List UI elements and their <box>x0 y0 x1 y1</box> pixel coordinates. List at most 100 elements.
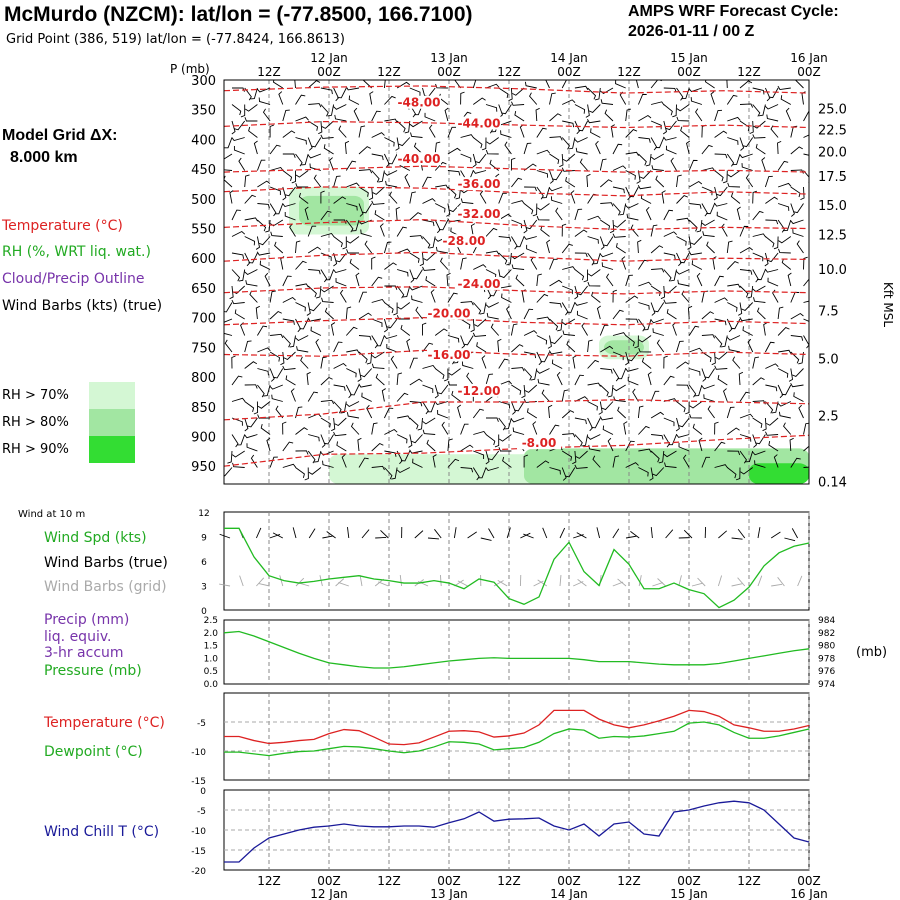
wind-barb <box>777 219 785 233</box>
wind-barb <box>664 285 677 294</box>
wind-barb <box>345 219 354 233</box>
wind-barb <box>612 384 626 392</box>
wind-barb <box>686 140 691 155</box>
wind-barb-true <box>576 532 587 539</box>
wind-barb <box>714 130 728 138</box>
wind-barb <box>735 467 741 481</box>
wind-barb <box>549 318 559 331</box>
wind-barb <box>481 137 487 151</box>
wind-barb <box>803 153 809 156</box>
contour-label-bg <box>457 276 501 290</box>
wind-barb <box>448 368 461 376</box>
wind-barb <box>306 371 311 386</box>
wind-barb <box>265 219 271 233</box>
wind-barb <box>320 190 325 204</box>
wind-barb <box>523 330 538 336</box>
wind-barb <box>479 302 487 315</box>
wind-barb <box>345 306 352 320</box>
wind-barb <box>500 130 512 138</box>
wind-barb <box>800 186 805 201</box>
wind-barb <box>777 182 792 188</box>
wind-barb <box>384 285 398 290</box>
wind-barb <box>595 140 601 155</box>
wind-barb <box>350 422 360 435</box>
wind-barb <box>645 153 652 167</box>
wind-barb <box>742 137 754 148</box>
wind-barb <box>549 136 563 141</box>
wind-barb <box>386 318 398 329</box>
wind-barb <box>339 289 347 303</box>
wind-barb <box>619 203 627 216</box>
wind-barb <box>688 219 698 232</box>
wind-barb <box>231 209 241 221</box>
wind-barb <box>767 252 779 263</box>
wind-barb <box>224 153 233 160</box>
wind-barb <box>295 116 309 122</box>
wind-barb <box>574 208 583 221</box>
wind-barb <box>738 302 743 316</box>
wind-barb <box>549 258 558 270</box>
wind-barb-true <box>347 527 350 539</box>
wind-barb <box>663 136 677 141</box>
wind-barb <box>485 104 498 112</box>
wind-barb <box>780 95 792 105</box>
wind-barb <box>561 80 567 89</box>
wind-barb <box>396 372 403 386</box>
wind-barb <box>651 434 664 440</box>
wind-barb <box>727 116 741 122</box>
wind-barb <box>790 219 804 225</box>
wind-barb <box>752 377 765 386</box>
wind-barb <box>295 406 303 419</box>
wind-barb <box>295 153 303 167</box>
wind-barb <box>417 417 423 431</box>
top-time-label: 00Z <box>677 65 701 79</box>
contour-label-bg <box>397 95 441 109</box>
wind-barb <box>511 344 524 353</box>
wind-barb <box>249 290 258 303</box>
wind-barb <box>581 434 589 447</box>
wind-barb <box>322 460 334 468</box>
wind-barb <box>627 376 639 386</box>
label-wind-barbs-true: Wind Barbs (true) <box>44 555 168 571</box>
wind-barb <box>400 450 411 462</box>
wind-barb <box>637 185 652 190</box>
wind-barb <box>574 434 583 447</box>
wind-barb <box>777 306 784 320</box>
wind-barb <box>274 203 284 215</box>
chill-tick-label: -20 <box>191 867 206 877</box>
wind-barb <box>803 134 809 138</box>
wind-barb <box>559 153 564 168</box>
wind-barb-grid <box>533 580 544 587</box>
wind-barb <box>485 467 499 472</box>
wind-barb <box>333 362 347 369</box>
wind-barb <box>238 157 246 171</box>
wind-barb <box>714 153 728 159</box>
wind-barb <box>435 83 448 89</box>
wind-barb <box>332 269 347 274</box>
wind-barb <box>685 401 690 415</box>
wind-barb <box>447 381 461 386</box>
wind-barb <box>285 375 296 386</box>
wind-barb <box>643 318 652 331</box>
wind-barb <box>663 269 672 282</box>
wind-barb <box>623 421 628 435</box>
wind-barb <box>300 356 309 369</box>
wind-barb <box>612 332 627 337</box>
wind-barb <box>460 467 474 473</box>
wind-barb <box>283 351 296 361</box>
wind-barb <box>295 283 309 288</box>
wind-barb <box>523 163 537 171</box>
wind-barb <box>550 335 563 345</box>
wind-barb <box>358 169 373 174</box>
wind-barb <box>295 467 305 478</box>
contour-label-bg <box>517 436 561 450</box>
wind-barb <box>676 174 682 188</box>
wind-barb <box>494 434 500 448</box>
wind-barb <box>727 170 741 178</box>
wind-barb <box>655 175 665 188</box>
wind-barb-grid <box>657 578 666 587</box>
wind-barb <box>400 324 411 336</box>
wind-barb <box>536 203 550 211</box>
wind-barb <box>574 120 581 135</box>
wind-barb <box>714 464 728 469</box>
